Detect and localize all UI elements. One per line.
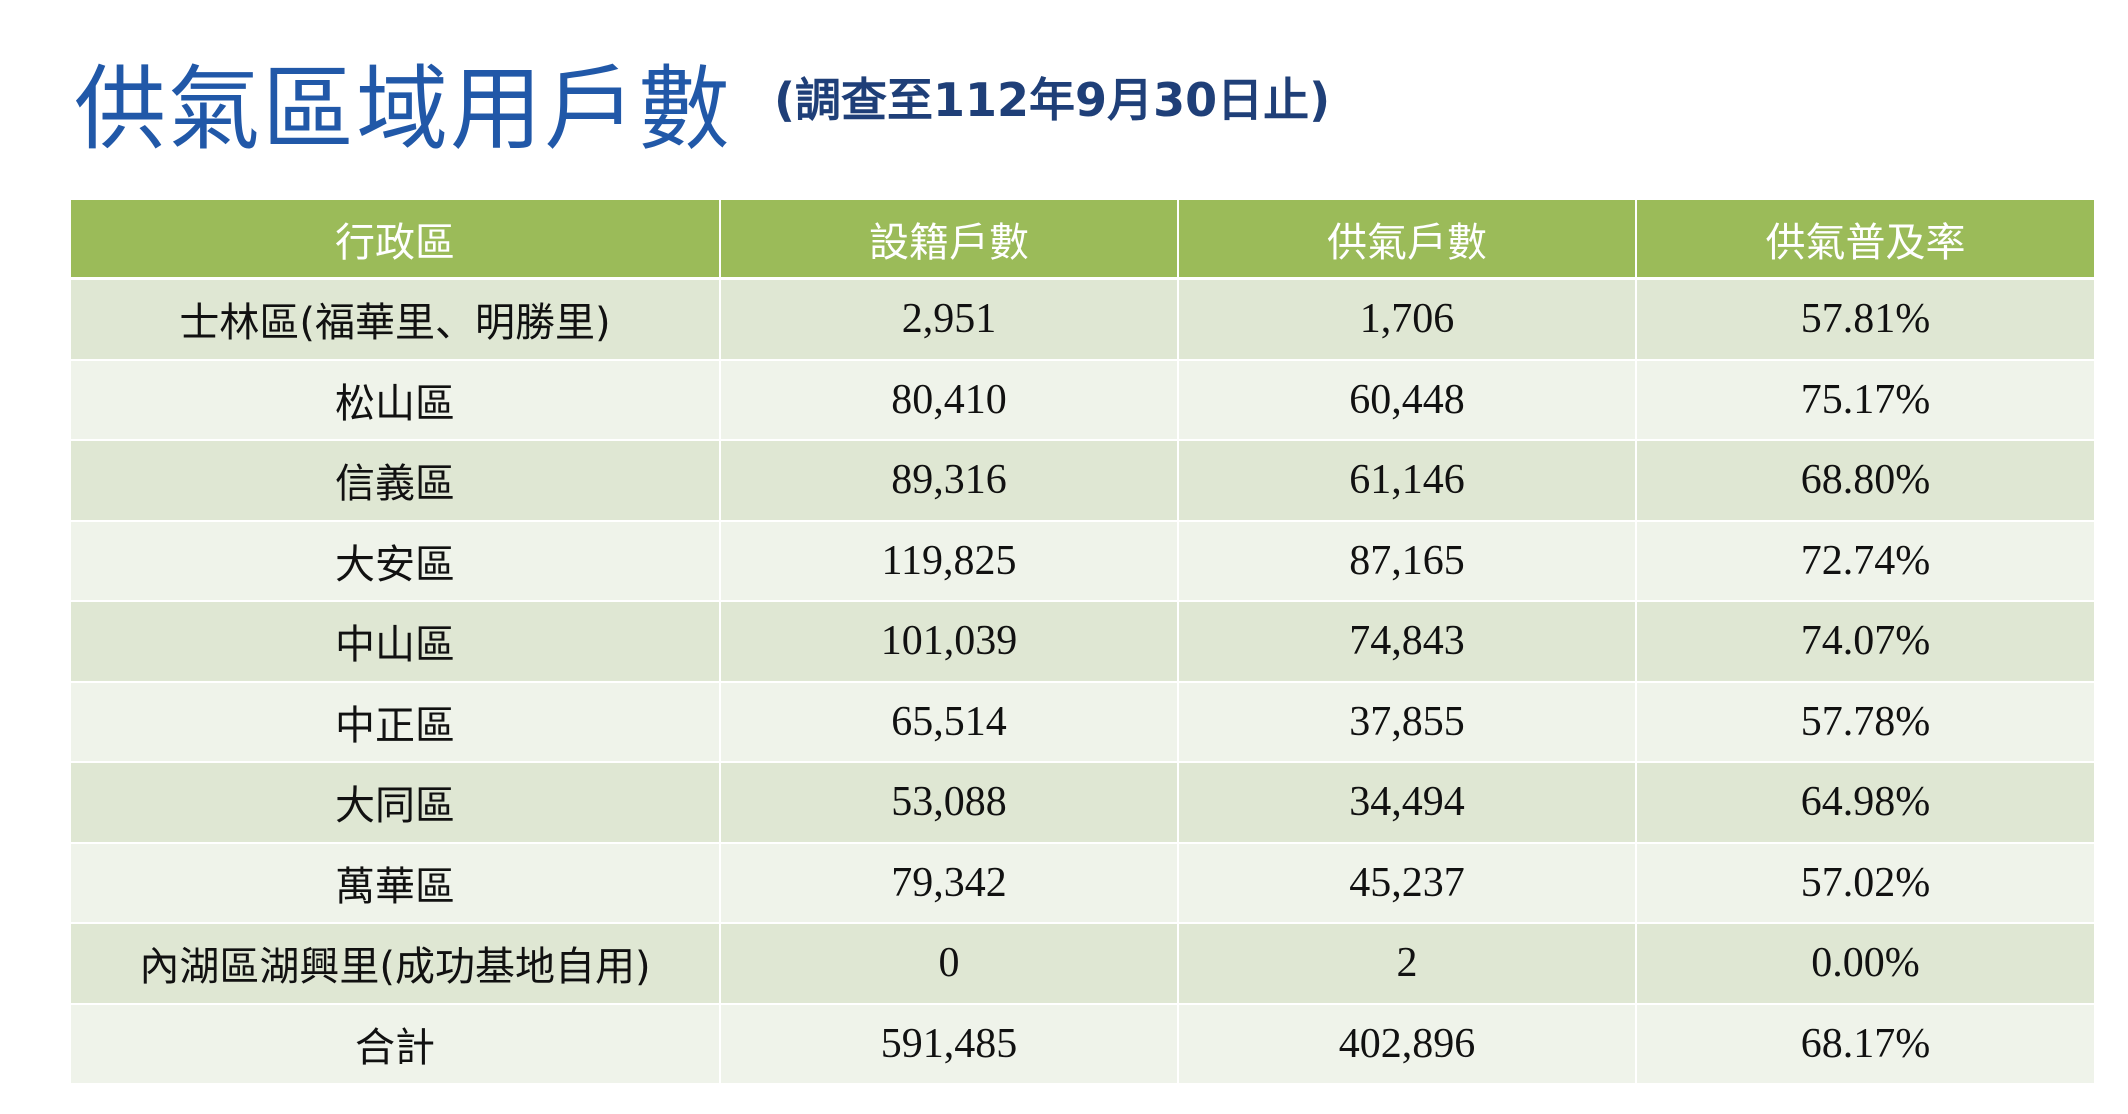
- cell-registered: 80,410: [721, 360, 1179, 441]
- cell-registered: 119,825: [721, 521, 1179, 602]
- cell-district: 大安區: [71, 521, 721, 602]
- page-title: 供氣區域用戶數: [74, 55, 733, 163]
- cell-rate: 57.81%: [1637, 280, 2094, 361]
- cell-district: 中山區: [71, 602, 721, 683]
- cell-rate: 57.78%: [1637, 682, 2094, 763]
- table-row: 松山區 80,410 60,448 75.17%: [71, 360, 2094, 441]
- cell-supplied: 45,237: [1179, 843, 1637, 924]
- cell-registered: 53,088: [721, 763, 1179, 844]
- cell-registered: 0: [721, 924, 1179, 1005]
- gas-supply-table: 行政區 設籍戶數 供氣戶數 供氣普及率 士林區(福華里、明勝里) 2,951 1…: [71, 200, 2094, 1085]
- cell-district: 松山區: [71, 360, 721, 441]
- cell-registered: 89,316: [721, 441, 1179, 522]
- cell-district: 士林區(福華里、明勝里): [71, 280, 721, 361]
- table-row: 中正區 65,514 37,855 57.78%: [71, 682, 2094, 763]
- cell-district: 萬華區: [71, 843, 721, 924]
- cell-registered: 65,514: [721, 682, 1179, 763]
- header-district: 行政區: [71, 200, 721, 280]
- header-registered-households: 設籍戶數: [721, 200, 1179, 280]
- cell-district: 內湖區湖興里(成功基地自用): [71, 924, 721, 1005]
- cell-registered: 79,342: [721, 843, 1179, 924]
- table-total-row: 合計 591,485 402,896 68.17%: [71, 1004, 2094, 1085]
- cell-rate: 0.00%: [1637, 924, 2094, 1005]
- cell-registered: 101,039: [721, 602, 1179, 683]
- cell-supplied: 60,448: [1179, 360, 1637, 441]
- cell-total-rate: 68.17%: [1637, 1004, 2094, 1085]
- table-row: 中山區 101,039 74,843 74.07%: [71, 602, 2094, 683]
- cell-district: 信義區: [71, 441, 721, 522]
- table-row: 萬華區 79,342 45,237 57.02%: [71, 843, 2094, 924]
- header-supplied-households: 供氣戶數: [1179, 200, 1637, 280]
- table-row: 大同區 53,088 34,494 64.98%: [71, 763, 2094, 844]
- cell-registered: 2,951: [721, 280, 1179, 361]
- table-header-row: 行政區 設籍戶數 供氣戶數 供氣普及率: [71, 200, 2094, 280]
- cell-supplied: 1,706: [1179, 280, 1637, 361]
- cell-supplied: 34,494: [1179, 763, 1637, 844]
- cell-rate: 72.74%: [1637, 521, 2094, 602]
- cell-district: 中正區: [71, 682, 721, 763]
- cell-district: 大同區: [71, 763, 721, 844]
- table-row: 信義區 89,316 61,146 68.80%: [71, 441, 2094, 522]
- header-coverage-rate: 供氣普及率: [1637, 200, 2094, 280]
- cell-supplied: 87,165: [1179, 521, 1637, 602]
- cell-rate: 68.80%: [1637, 441, 2094, 522]
- table-row: 內湖區湖興里(成功基地自用) 0 2 0.00%: [71, 924, 2094, 1005]
- page-title-row: 供氣區域用戶數 (調查至112年9月30日止): [74, 36, 1330, 166]
- cell-rate: 75.17%: [1637, 360, 2094, 441]
- cell-rate: 64.98%: [1637, 763, 2094, 844]
- cell-supplied: 2: [1179, 924, 1637, 1005]
- cell-total-registered: 591,485: [721, 1004, 1179, 1085]
- page-subtitle: (調查至112年9月30日止): [774, 73, 1331, 127]
- cell-total-supplied: 402,896: [1179, 1004, 1637, 1085]
- cell-supplied: 37,855: [1179, 682, 1637, 763]
- cell-supplied: 61,146: [1179, 441, 1637, 522]
- cell-total-label: 合計: [71, 1004, 721, 1085]
- cell-rate: 57.02%: [1637, 843, 2094, 924]
- table-row: 士林區(福華里、明勝里) 2,951 1,706 57.81%: [71, 280, 2094, 361]
- cell-supplied: 74,843: [1179, 602, 1637, 683]
- cell-rate: 74.07%: [1637, 602, 2094, 683]
- table-row: 大安區 119,825 87,165 72.74%: [71, 521, 2094, 602]
